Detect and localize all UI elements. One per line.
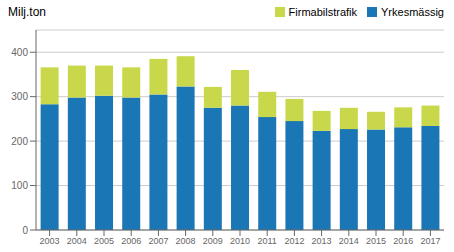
- svg-text:2010: 2010: [230, 236, 250, 246]
- svg-text:2015: 2015: [366, 236, 386, 246]
- svg-text:2017: 2017: [420, 236, 440, 246]
- svg-text:2007: 2007: [148, 236, 168, 246]
- svg-text:0: 0: [22, 225, 28, 236]
- svg-text:2016: 2016: [393, 236, 413, 246]
- svg-text:2003: 2003: [40, 236, 60, 246]
- svg-text:2005: 2005: [94, 236, 114, 246]
- html-text:Milj.ton: Milj.ton: [8, 5, 46, 19]
- svg-text:2004: 2004: [67, 236, 87, 246]
- svg-text:2014: 2014: [339, 236, 359, 246]
- svg-text:200: 200: [11, 136, 28, 147]
- svg-text:100: 100: [11, 180, 28, 191]
- svg-text:2012: 2012: [284, 236, 304, 246]
- svg-text:400: 400: [11, 47, 28, 58]
- svg-text:2011: 2011: [258, 236, 277, 246]
- svg-text:2006: 2006: [121, 236, 141, 246]
- svg-text:300: 300: [11, 91, 28, 102]
- svg-text:2008: 2008: [176, 236, 196, 246]
- html-text:Yrkesmässig: Yrkesmässig: [381, 6, 444, 18]
- svg-text:2013: 2013: [312, 236, 332, 246]
- html-text:Firmabilstrafik: Firmabilstrafik: [288, 6, 357, 18]
- svg-text:2009: 2009: [203, 236, 223, 246]
